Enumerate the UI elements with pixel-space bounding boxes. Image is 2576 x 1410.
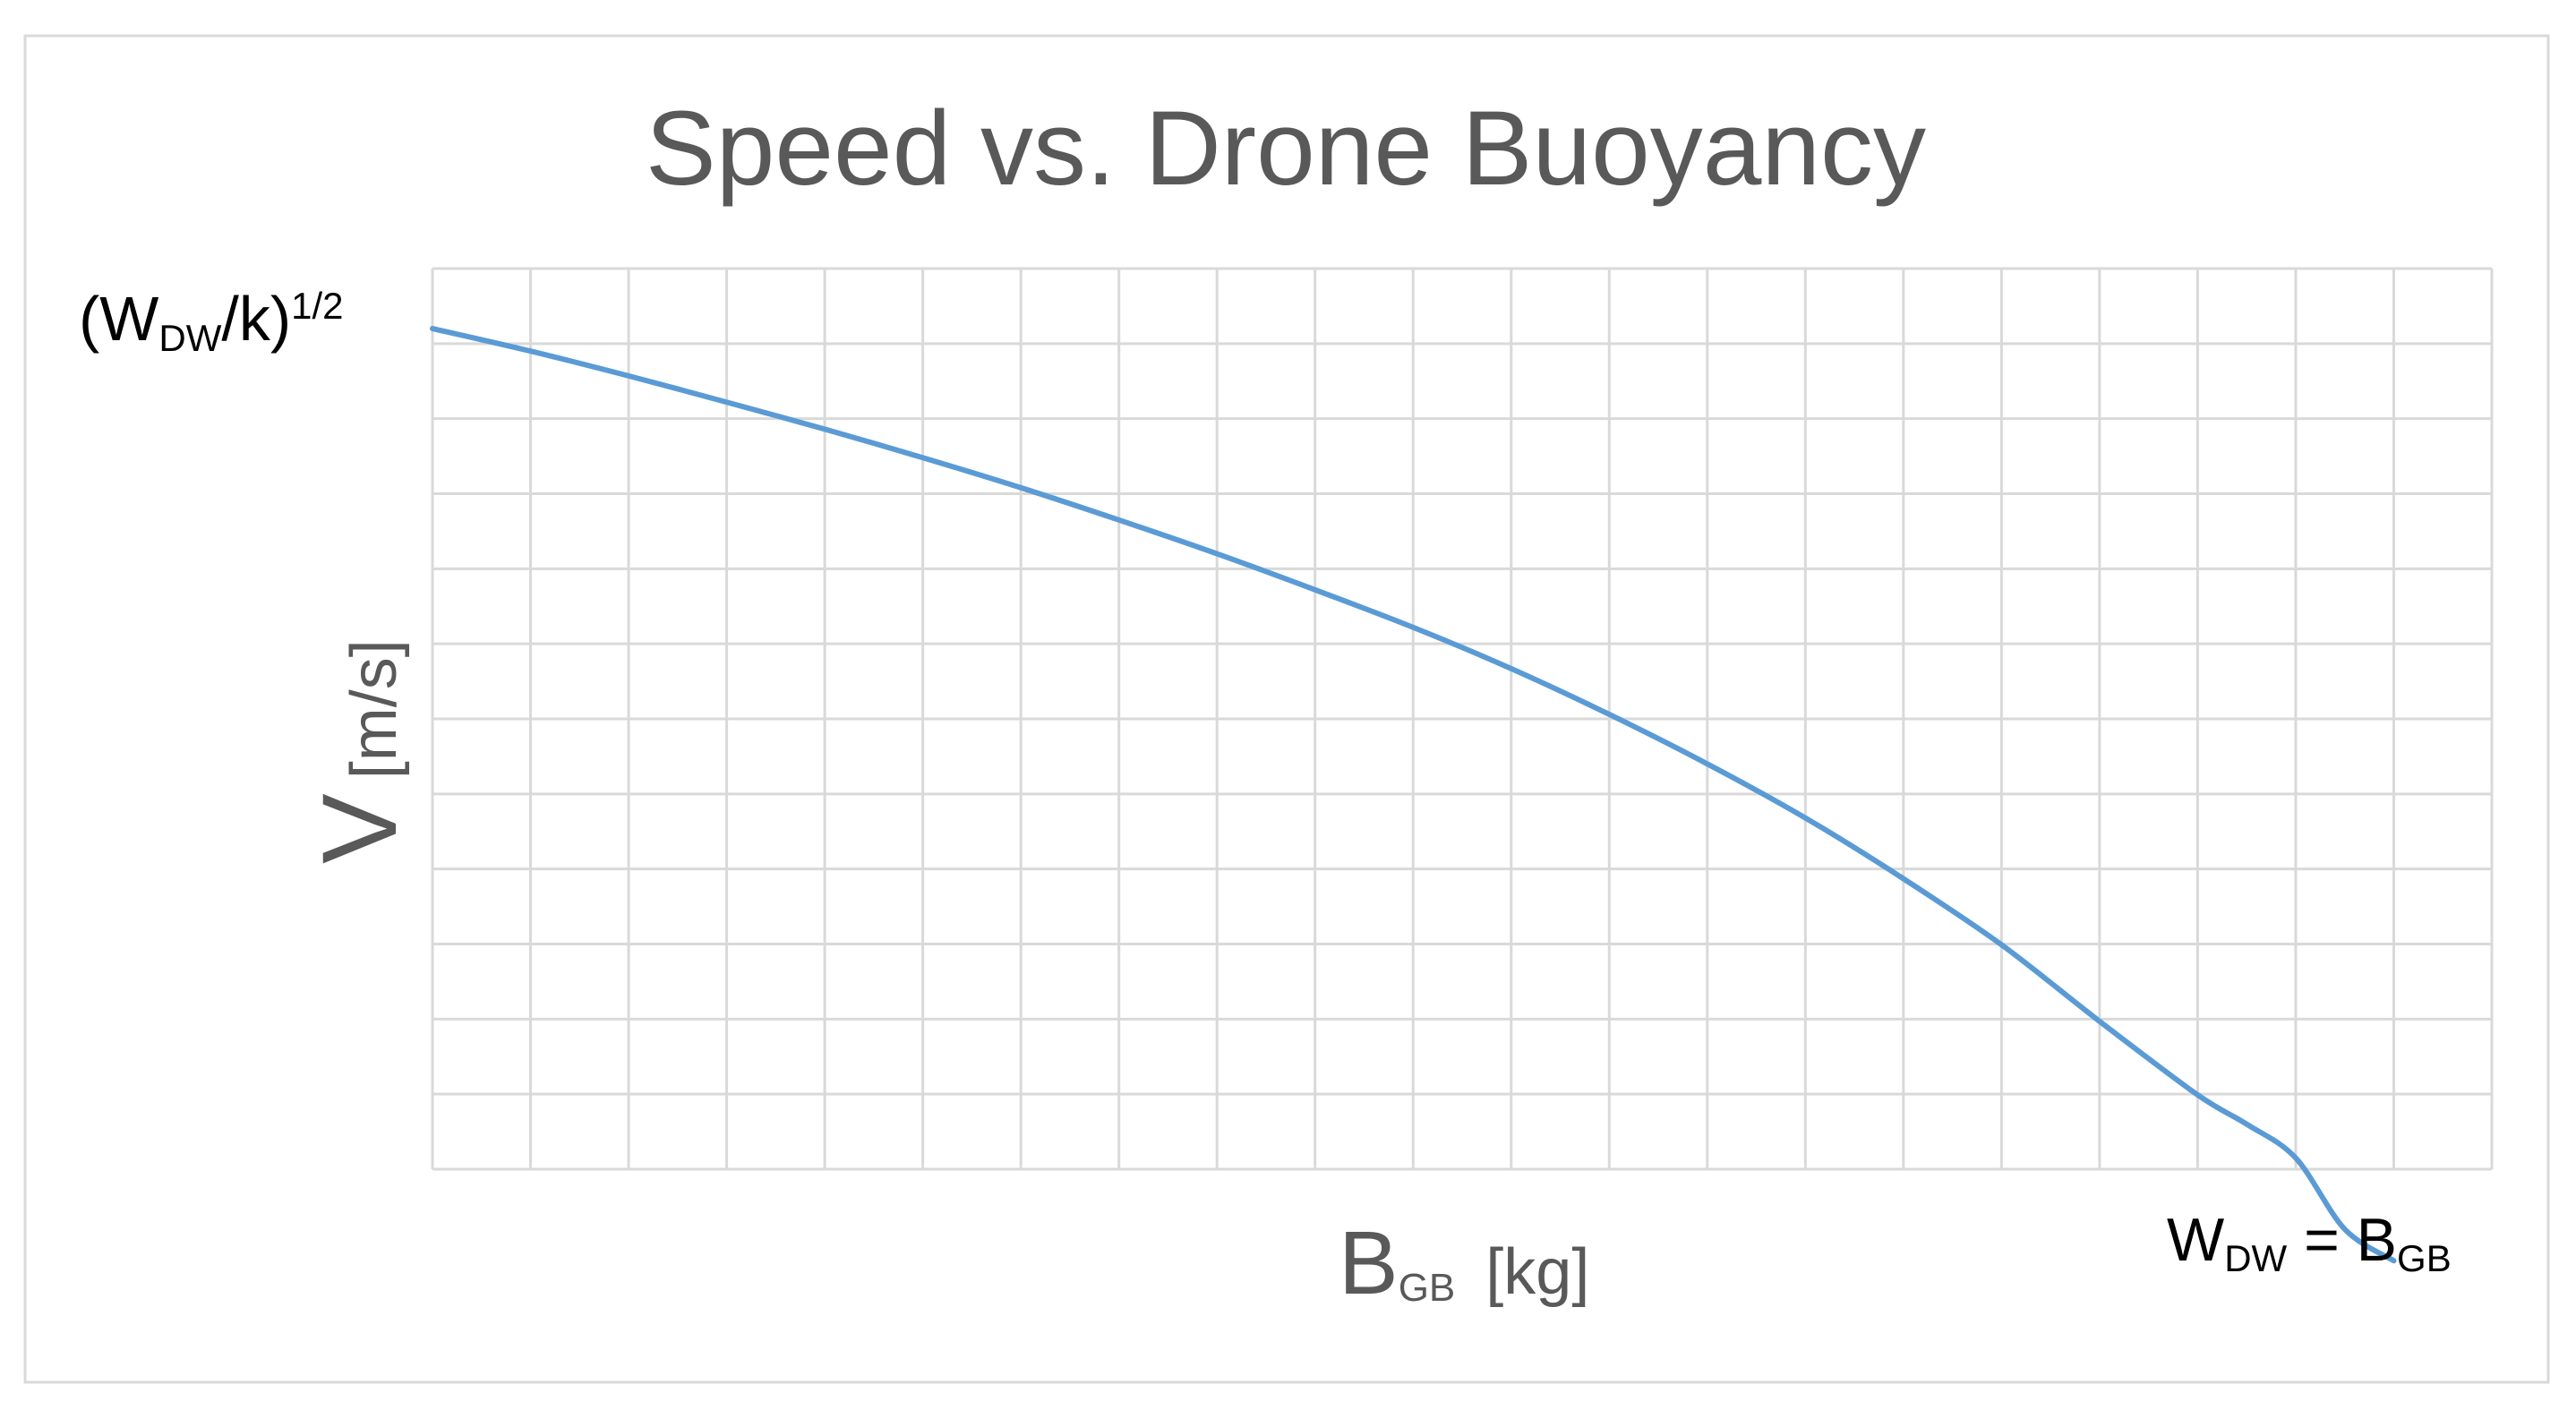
x-tick-sub-left: DW <box>2224 1237 2287 1279</box>
y-tick-mid: /k) <box>221 284 291 354</box>
x-tick-eq: = B <box>2287 1206 2397 1274</box>
plot-grid <box>431 267 2494 1171</box>
x-tick-label: WDW = BGB <box>2167 1206 2452 1279</box>
x-axis-label-sub: GB <box>1399 1266 1456 1310</box>
chart-border <box>23 34 2550 1384</box>
y-tick-open: (W <box>79 284 158 354</box>
series-line-0 <box>430 326 2397 1264</box>
x-axis-label: BGB [kg] <box>1339 1213 1589 1313</box>
y-tick-sup: 1/2 <box>291 285 343 327</box>
chart-title: Speed vs. Drone Buoyancy <box>646 90 1926 208</box>
y-tick-sub: DW <box>158 317 221 359</box>
x-tick-main: W <box>2167 1206 2224 1274</box>
series-layer <box>430 326 2397 1264</box>
x-axis-label-unit: [kg] <box>1485 1236 1589 1308</box>
x-axis-label-main: B <box>1339 1213 1399 1313</box>
y-axis-label-unit: [m/s] <box>338 639 410 779</box>
y-axis-label-main: V <box>301 793 419 864</box>
y-axis-label: V [m/s] <box>301 639 419 864</box>
y-tick-label: (WDW/k)1/2 <box>79 284 344 359</box>
svg-text:V[m/s]: V [m/s] <box>301 639 419 864</box>
x-tick-sub-right: GB <box>2397 1237 2452 1279</box>
